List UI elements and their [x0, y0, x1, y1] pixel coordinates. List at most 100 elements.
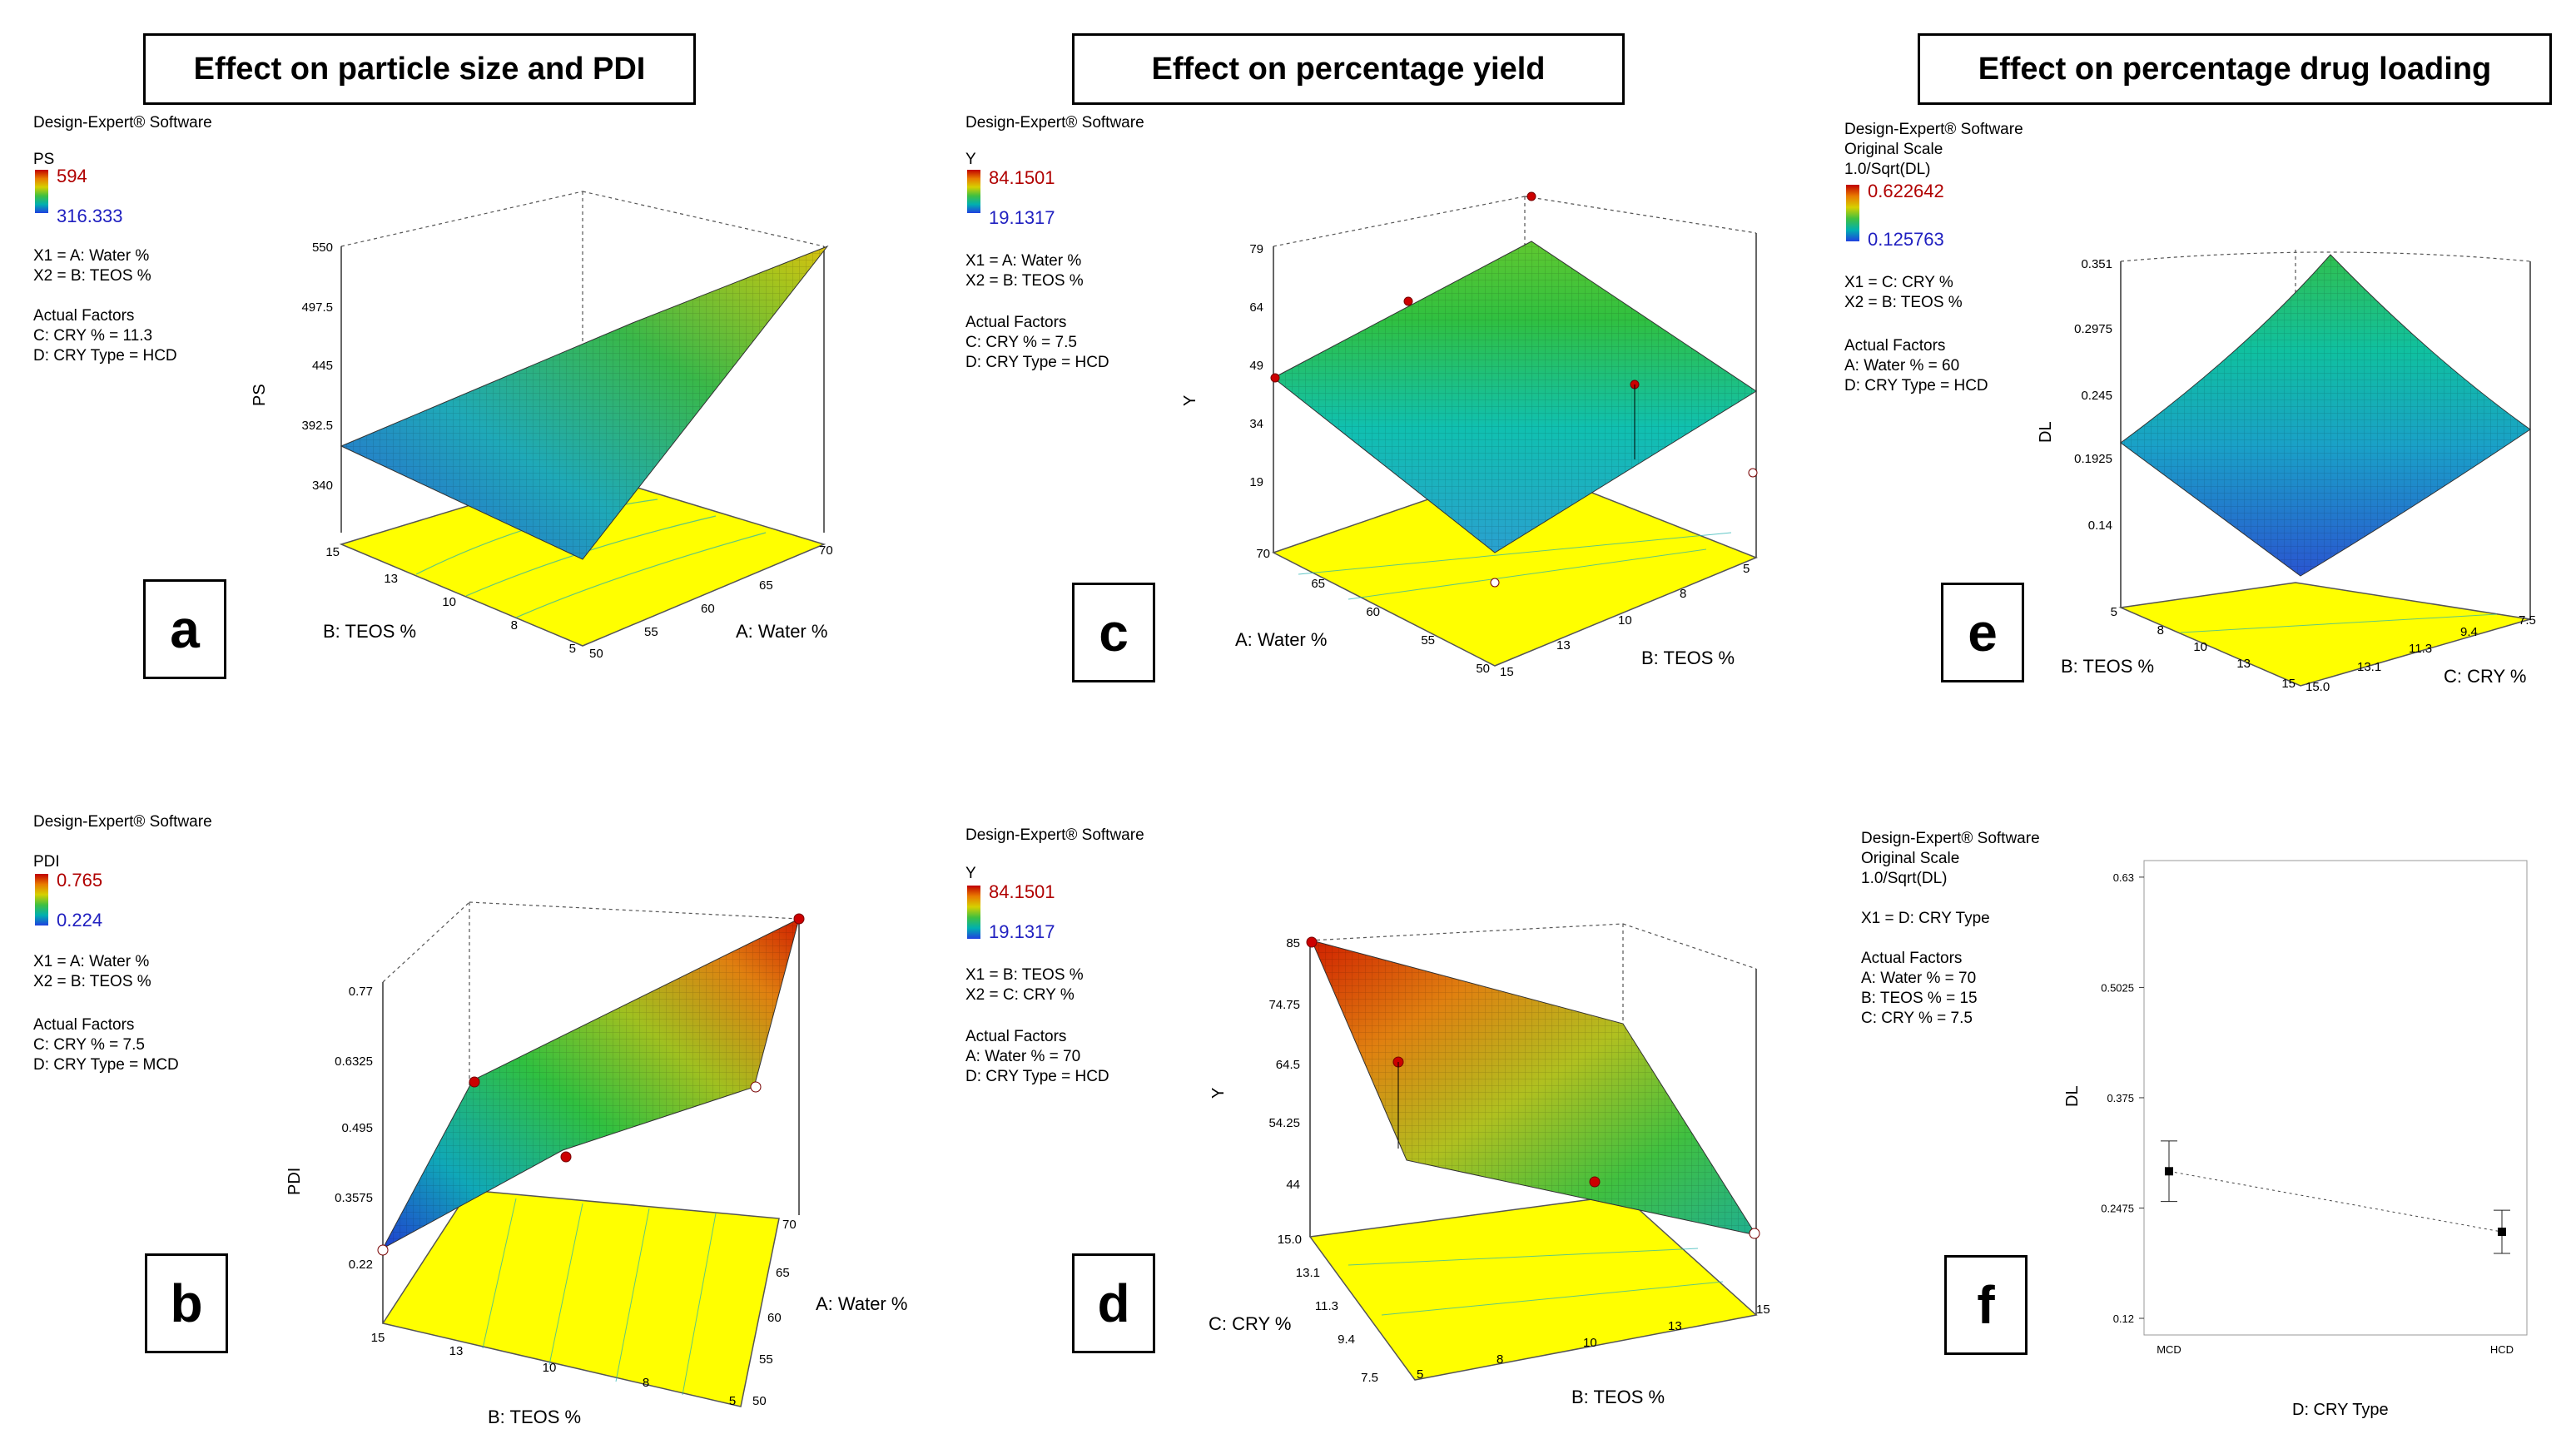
color-scale	[967, 170, 980, 213]
floor-b	[381, 1189, 780, 1407]
factor-3: C: CRY % = 7.5	[1861, 1010, 1973, 1027]
design-point	[560, 1151, 572, 1163]
y-tick: 15	[325, 545, 340, 559]
x2-label: X2 = B: TEOS %	[965, 272, 1084, 290]
y-tick: 50	[752, 1394, 767, 1408]
design-points-b	[377, 913, 805, 1256]
z-tick: 550	[312, 241, 333, 255]
design-point	[1589, 1176, 1601, 1188]
header-drug-loading: Effect on percentage drug loading	[1918, 33, 2552, 105]
y-label-f: DL	[2063, 1085, 2082, 1107]
color-scale	[1846, 185, 1859, 241]
legend-a: Design-Expert® Software PS 594 316.333 X…	[33, 113, 283, 365]
factor-1: A: Water % = 70	[965, 1048, 1081, 1065]
z-tick: 0.3575	[335, 1191, 373, 1205]
x1-label: X1 = A: Water %	[33, 247, 150, 265]
x-tick: MCD	[2157, 1343, 2181, 1356]
legend-d: Design-Expert® Software Y 84.1501 19.131…	[965, 826, 1215, 1100]
z-ticks-a: 550 497.5 445 392.5 340	[301, 241, 333, 493]
y-ticks-a: 15 13 10 8 5	[325, 545, 576, 656]
factor-1: A: Water % = 60	[1844, 357, 1960, 375]
design-point	[1490, 578, 1500, 588]
scale-high: 0.765	[57, 870, 103, 891]
y-tick: 9.4	[1338, 1332, 1355, 1347]
x1-label: X1 = B: TEOS %	[965, 966, 1084, 984]
y-tick: 9.4	[2460, 625, 2478, 639]
scale-high: 594	[57, 166, 87, 186]
factor-1: C: CRY % = 7.5	[33, 1036, 145, 1054]
z-tick: 392.5	[301, 419, 333, 433]
y-label-d: C: CRY %	[1209, 1313, 1291, 1334]
scale-name-2: 1.0/Sqrt(DL)	[1861, 870, 1948, 887]
x2-label: X2 = B: TEOS %	[33, 267, 151, 285]
x2-label: X2 = B: TEOS %	[33, 973, 151, 990]
scale-name-1: Original Scale	[1844, 141, 1943, 158]
plot-d: 85 74.75 64.5 54.25 44 Y 15.0 13.1 11.3 …	[1209, 923, 1770, 1407]
y-tick: 13	[384, 572, 398, 586]
y-tick: 13	[1556, 638, 1571, 653]
design-point	[1306, 936, 1318, 948]
factors-title: Actual Factors	[965, 314, 1067, 331]
scale-name-1: Original Scale	[1861, 850, 1960, 867]
software-label: Design-Expert® Software	[1861, 830, 2040, 847]
factor-1: A: Water % = 70	[1861, 970, 1977, 987]
x-tick: 15	[2281, 677, 2296, 691]
y-tick: 0.375	[2107, 1092, 2134, 1104]
z-tick: 0.6325	[335, 1054, 373, 1069]
y-tick: 15.0	[1278, 1233, 1302, 1247]
y-tick: 0.12	[2113, 1313, 2134, 1325]
header-particle-size: Effect on particle size and PDI	[143, 33, 696, 105]
z-tick: 54.25	[1268, 1116, 1300, 1130]
design-point	[377, 1244, 389, 1256]
design-point	[1526, 191, 1536, 201]
x-tick: 15	[1756, 1303, 1770, 1317]
x-tick: 15	[371, 1331, 385, 1345]
y-tick: 7.5	[1361, 1371, 1378, 1385]
x-tick: 50	[1476, 662, 1490, 676]
color-scale	[35, 874, 48, 925]
y-label-e: C: CRY %	[2444, 666, 2526, 687]
scale-low: 0.224	[57, 910, 103, 930]
scale-low: 19.1317	[989, 207, 1055, 228]
panel-label-c: c	[1072, 583, 1155, 682]
header-percentage-yield: Effect on percentage yield	[1072, 33, 1625, 105]
z-tick: 74.75	[1268, 998, 1300, 1012]
design-point	[1403, 296, 1413, 306]
x-tick: 70	[819, 543, 833, 558]
plot-b: 0.77 0.6325 0.495 0.3575 0.22 PDI 15 13 …	[285, 901, 907, 1427]
y-tick: 13.1	[2357, 660, 2381, 674]
panel-label-b: b	[145, 1253, 228, 1353]
z-tick: 340	[312, 479, 333, 493]
z-label-d: Y	[1209, 1088, 1228, 1099]
design-points-c	[1270, 191, 1758, 588]
legend-f: Design-Expert® Software Original Scale 1…	[1861, 829, 2111, 1037]
z-tick: 0.1925	[2074, 452, 2112, 466]
plot-e: 0.351 0.2975 0.245 0.1925 0.14 DL 5 8 10…	[2037, 250, 2536, 694]
series-line	[2168, 1170, 2503, 1233]
x-label-d: B: TEOS %	[1571, 1387, 1665, 1407]
x-label-e: B: TEOS %	[2061, 656, 2154, 677]
plot-f-frame	[2143, 860, 2528, 1336]
x-tick: 70	[1256, 547, 1270, 561]
y-tick: 5	[569, 642, 576, 656]
y-tick: 65	[776, 1266, 790, 1280]
x-tick: 8	[643, 1376, 649, 1390]
x-tick: 5	[1417, 1367, 1423, 1382]
software-label: Design-Expert® Software	[33, 114, 212, 131]
factors-title: Actual Factors	[1844, 337, 1946, 355]
software-label: Design-Expert® Software	[1844, 121, 2023, 138]
factor-2: D: CRY Type = HCD	[33, 347, 177, 365]
software-label: Design-Expert® Software	[965, 114, 1144, 131]
panel-label-d: d	[1072, 1253, 1155, 1353]
response-label: Y	[965, 151, 976, 168]
z-label-e: DL	[2037, 421, 2055, 443]
z-tick: 64.5	[1276, 1058, 1300, 1072]
y-tick: 7.5	[2519, 613, 2536, 628]
x-tick: 60	[1366, 605, 1380, 619]
z-tick: 79	[1249, 242, 1263, 256]
factor-1: C: CRY % = 7.5	[965, 334, 1077, 351]
y-tick: 10	[1618, 613, 1632, 628]
response-label: PDI	[33, 853, 60, 871]
x1-label: X1 = A: Water %	[33, 953, 150, 970]
y-tick: 8	[1680, 587, 1686, 601]
